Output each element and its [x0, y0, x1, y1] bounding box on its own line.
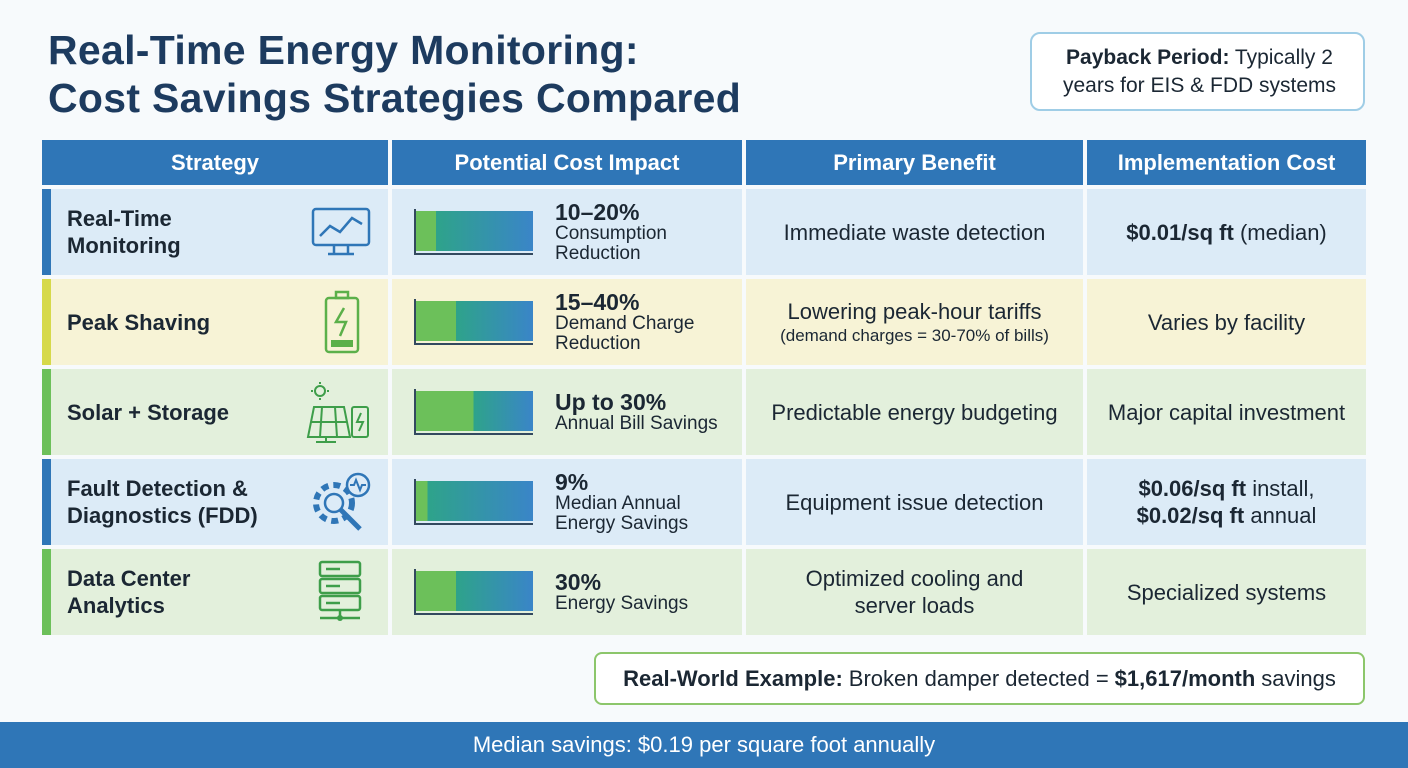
example-box: Real-World Example: Broken damper detecte…: [594, 652, 1365, 705]
strategy: Data Center Analytics: [67, 566, 191, 618]
benefit-cell: Optimized cooling and server loads: [746, 549, 1083, 635]
impact: 30%: [555, 569, 602, 595]
strategy-cell: Solar + Storage: [42, 369, 388, 455]
impact-note: Energy Savings: [555, 593, 689, 614]
benefit: Immediate waste detection: [783, 219, 1046, 245]
column-header: Primary Benefit: [746, 140, 1083, 185]
column-header: Implementation Cost: [1087, 140, 1366, 185]
table: Strategy Potential Cost Impact Primary B…: [42, 140, 1366, 635]
example-amount: $1,617/month: [1114, 665, 1256, 691]
icon: [306, 382, 369, 443]
benefit: Equipment issue detection: [785, 489, 1044, 515]
footer: Median savings: $0.19 per square foot an…: [0, 722, 1408, 768]
column-header: Potential Cost Impact: [392, 140, 742, 185]
icon: [311, 207, 371, 256]
impact-note: Median Annual Energy Savings: [555, 493, 689, 534]
strategy-cell: Fault Detection & Diagnostics (FDD): [42, 459, 388, 545]
benefit-cell: Equipment issue detection: [746, 459, 1083, 545]
impact: 10–20%: [555, 199, 640, 225]
benefit: Predictable energy budgeting: [771, 399, 1058, 425]
footer-text: Median savings: $0.19 per square foot an…: [472, 732, 936, 757]
impact-note: Demand Charge Reduction: [555, 313, 695, 354]
impact: 15–40%: [555, 289, 640, 315]
cost-text: Specialized systems: [1126, 579, 1327, 605]
impact-cell: 10–20% Consumption Reduction: [392, 189, 742, 275]
cost-cell: $0.06/sq ft install, $0.02/sq ft annual: [1087, 459, 1366, 545]
column-header: Strategy: [42, 140, 388, 185]
example-suffix: savings: [1261, 665, 1336, 691]
impact-cell: Up to 30% Annual Bill Savings: [392, 369, 742, 455]
benefit-cell: Lowering peak-hour tariffs (demand charge…: [746, 279, 1083, 365]
strategy-cell: Real-Time Monitoring: [42, 189, 388, 275]
cost-text: Major capital investment: [1107, 399, 1346, 425]
impact-cell: 9% Median Annual Energy Savings: [392, 459, 742, 545]
cost-text: (median): [1239, 219, 1327, 245]
strategy: Real-Time Monitoring: [67, 206, 181, 258]
title-line: Real-Time Energy Monitoring:: [48, 27, 639, 73]
cost-text: Varies by facility: [1147, 309, 1306, 335]
icon: [324, 290, 360, 354]
payback-text: Typically 2 years for EIS & FDD systems: [1062, 46, 1337, 97]
benefit-cell: Immediate waste detection: [746, 189, 1083, 275]
strategy-cell: Data Center Analytics: [42, 549, 388, 635]
cost-bold: $0.06/sq ft: [1138, 476, 1247, 501]
payback-box: Payback Period: Typically 2 years for EI…: [1030, 32, 1365, 111]
cost-text: annual: [1250, 503, 1317, 528]
title-line: Cost Savings Strategies Compared: [48, 75, 742, 121]
benefit-note: (demand charges = 30-70% of bills): [780, 325, 1049, 345]
impact-note: Annual Bill Savings: [555, 413, 718, 434]
benefit: Lowering peak-hour tariffs: [787, 298, 1042, 324]
cost-cell: $0.01/sq ft (median): [1087, 189, 1366, 275]
impact: Up to 30%: [555, 389, 667, 415]
benefit-cell: Predictable energy budgeting: [746, 369, 1083, 455]
impact-cell: 15–40% Demand Charge Reduction: [392, 279, 742, 365]
impact-note: Consumption Reduction: [555, 223, 667, 264]
example-label: Real-World Example:: [623, 665, 843, 691]
impact-cell: 30% Energy Savings: [392, 549, 742, 635]
strategy: Peak Shaving: [67, 309, 211, 335]
icon: [313, 472, 371, 531]
cost-bold: $0.02/sq ft: [1136, 503, 1245, 528]
strategy: Solar + Storage: [67, 399, 230, 425]
cost-cell: Varies by facility: [1087, 279, 1366, 365]
strategy: Fault Detection & Diagnostics (FDD): [67, 476, 258, 528]
icon: [318, 560, 362, 621]
cost-cell: Major capital investment: [1087, 369, 1366, 455]
strategy-cell: Peak Shaving: [42, 279, 388, 365]
payback-label: Payback Period:: [1066, 46, 1230, 69]
cost-text: install,: [1252, 476, 1315, 501]
impact: 9%: [555, 469, 589, 495]
cost-bold: $0.01/sq ft: [1126, 219, 1234, 245]
example-text: Broken damper detected =: [848, 665, 1109, 691]
title: Real-Time Energy Monitoring: Cost Saving…: [48, 26, 741, 122]
benefit: Optimized cooling and server loads: [805, 566, 1024, 618]
cost-cell: Specialized systems: [1087, 549, 1366, 635]
